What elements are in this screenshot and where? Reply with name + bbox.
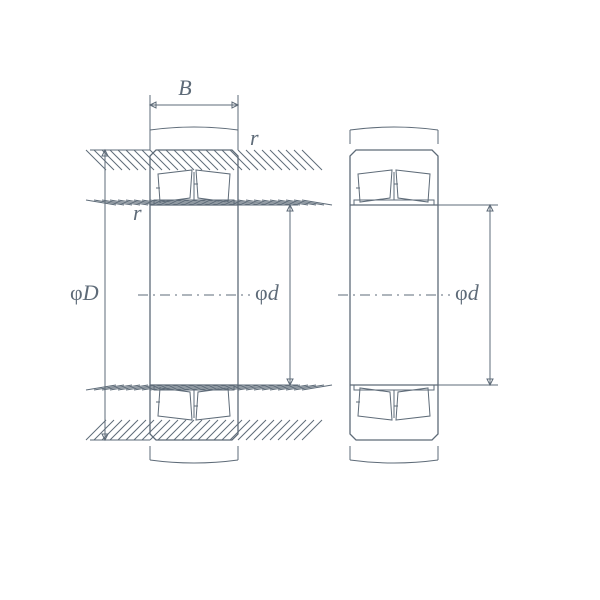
label-phid-left: φd: [255, 280, 280, 305]
label-phid-right: φd: [455, 280, 480, 305]
svg-text:r: r: [133, 200, 142, 225]
svg-text:B: B: [178, 75, 191, 100]
svg-text:r: r: [250, 125, 259, 150]
label-phiD: φD: [70, 280, 99, 305]
